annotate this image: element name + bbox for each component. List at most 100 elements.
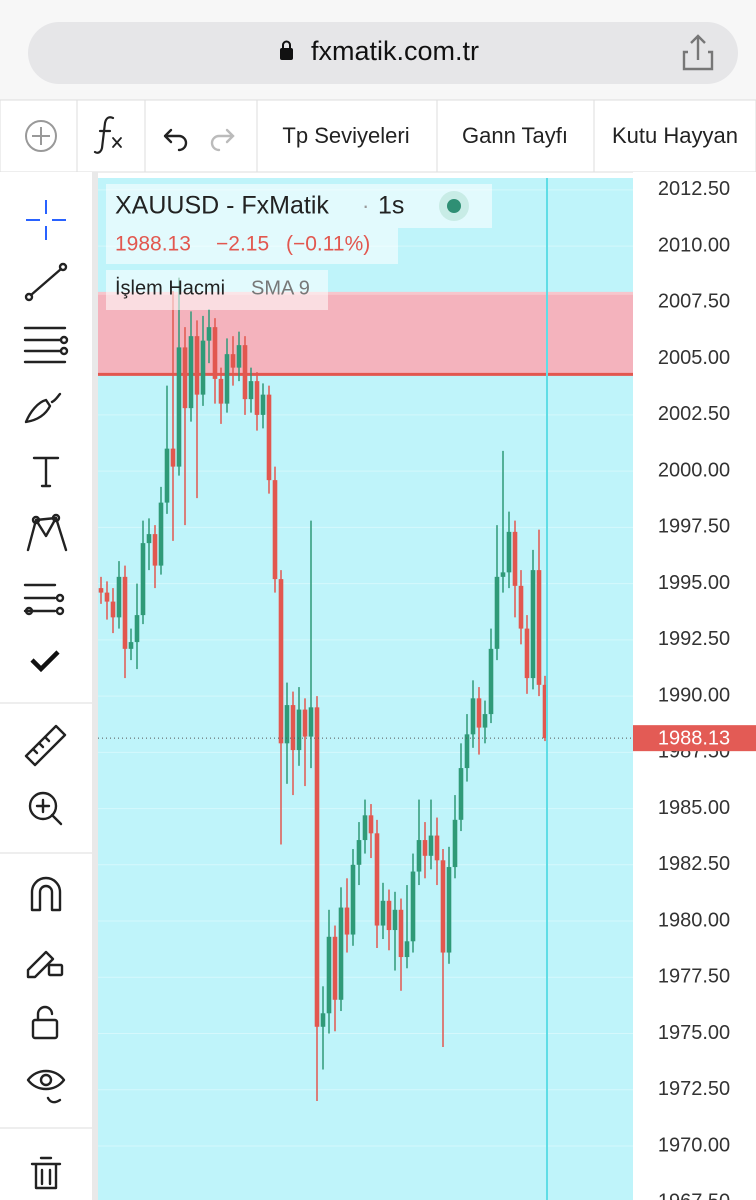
candle-body — [374, 833, 380, 926]
candle-body — [356, 840, 362, 865]
candle-body — [404, 941, 410, 958]
candle-body — [446, 867, 452, 953]
legend-bg — [106, 270, 328, 310]
candle-body — [344, 907, 350, 935]
prediction-tool[interactable] — [23, 583, 65, 616]
last-price-label: 1988.13 — [658, 727, 730, 749]
price-tick-label: 1967.50 — [658, 1191, 730, 1200]
candle-body — [506, 531, 512, 573]
trend-line-tool[interactable] — [24, 262, 68, 302]
candle-body — [212, 327, 218, 379]
price-tick-label: 1990.00 — [658, 684, 730, 706]
candle-body — [368, 815, 374, 834]
price-tick-label: 1992.50 — [658, 628, 730, 650]
crosshair-tool[interactable] — [26, 200, 66, 240]
undo-button[interactable] — [163, 128, 188, 152]
price-tick-label: 2010.00 — [658, 234, 730, 256]
candle-body — [188, 336, 194, 409]
candle-body — [542, 684, 548, 739]
lock-drawings[interactable] — [26, 950, 64, 979]
candle-body — [200, 340, 206, 395]
last-price-box — [633, 725, 756, 752]
share-button[interactable] — [682, 34, 714, 71]
symbol: XAUUSD - FxMatik — [115, 192, 329, 220]
toolbar-button[interactable]: Gann Tayfı — [462, 123, 568, 148]
candle-body — [110, 601, 116, 618]
price-axis — [633, 172, 756, 1200]
legend-change-percent: (−0.11%) — [286, 233, 370, 256]
url-field[interactable] — [28, 22, 738, 84]
candle-body — [314, 707, 320, 1027]
candle-body — [224, 354, 230, 404]
magnet-tool[interactable] — [30, 876, 62, 912]
candle-body — [464, 734, 470, 769]
candle-body — [146, 534, 152, 544]
candle-body — [458, 768, 464, 820]
toolbar-button[interactable]: Kutu Hayyan — [612, 123, 738, 148]
add-button[interactable] — [25, 120, 57, 152]
price-tick-label: 1995.00 — [658, 572, 730, 594]
candle-body — [278, 579, 284, 744]
candle-body — [236, 345, 242, 368]
price-tick-label: 1975.00 — [658, 1022, 730, 1044]
candle-body — [206, 327, 212, 341]
zoom-tool[interactable] — [28, 791, 63, 826]
candle-body — [332, 936, 338, 1000]
candle-body — [104, 592, 110, 602]
candle-body — [302, 709, 308, 737]
panel-gap — [92, 172, 98, 1200]
panel-separators — [0, 702, 92, 1129]
candle-body — [392, 909, 398, 931]
volume-label: İşlem Hacmi — [115, 276, 225, 299]
price-scale: 2012.50 2010.00 2007.50 2005.00 2002.50 2000.… — [633, 178, 756, 1200]
candle-body — [122, 576, 128, 649]
interval: 1s — [378, 192, 404, 220]
delete-tool[interactable] — [30, 1156, 62, 1190]
candle-body — [170, 448, 176, 467]
brush-tool[interactable] — [24, 392, 62, 424]
candle-body — [194, 336, 200, 395]
candle-body — [98, 588, 104, 593]
toolbar-button[interactable]: Tp Seviyeleri — [282, 123, 409, 148]
candle-body — [482, 714, 488, 728]
hide-tool[interactable] — [30, 650, 60, 673]
candle-body — [152, 534, 158, 566]
candle-body — [386, 900, 392, 931]
redo-button[interactable] — [210, 128, 235, 152]
ruler-tool[interactable] — [24, 724, 67, 767]
indicator-label: SMA 9 — [251, 277, 310, 299]
candle-body — [326, 936, 332, 1014]
candle-body — [416, 840, 422, 872]
chart — [98, 178, 633, 1200]
candle-body — [248, 381, 254, 400]
legend-bg — [106, 228, 398, 264]
legend-change: −2.15 — [216, 233, 269, 256]
candle-body — [272, 480, 278, 580]
candle-body — [362, 815, 368, 841]
candle-body — [452, 819, 458, 868]
unlock-tool[interactable] — [31, 1005, 59, 1040]
pattern-tool[interactable] — [26, 513, 68, 552]
status-dot — [447, 199, 461, 213]
candle-body — [476, 698, 482, 728]
candle-body — [524, 628, 530, 679]
text-tool[interactable] — [32, 456, 60, 488]
price-tick-label: 1972.50 — [658, 1078, 730, 1100]
fib-tool[interactable] — [23, 326, 69, 364]
candle-body — [350, 864, 356, 935]
candle-body — [116, 576, 122, 618]
candle-body — [380, 900, 386, 926]
function-button[interactable] — [93, 116, 122, 154]
legend-bg — [106, 184, 492, 228]
candle-body — [494, 576, 500, 649]
visibility-tool[interactable] — [26, 1069, 66, 1104]
candle-body — [428, 835, 434, 856]
candle-body — [134, 615, 140, 643]
candle-body — [470, 698, 476, 735]
candle-body — [176, 347, 182, 467]
candle-body — [296, 709, 302, 751]
candle-body — [488, 648, 494, 715]
candle-body — [230, 354, 236, 368]
